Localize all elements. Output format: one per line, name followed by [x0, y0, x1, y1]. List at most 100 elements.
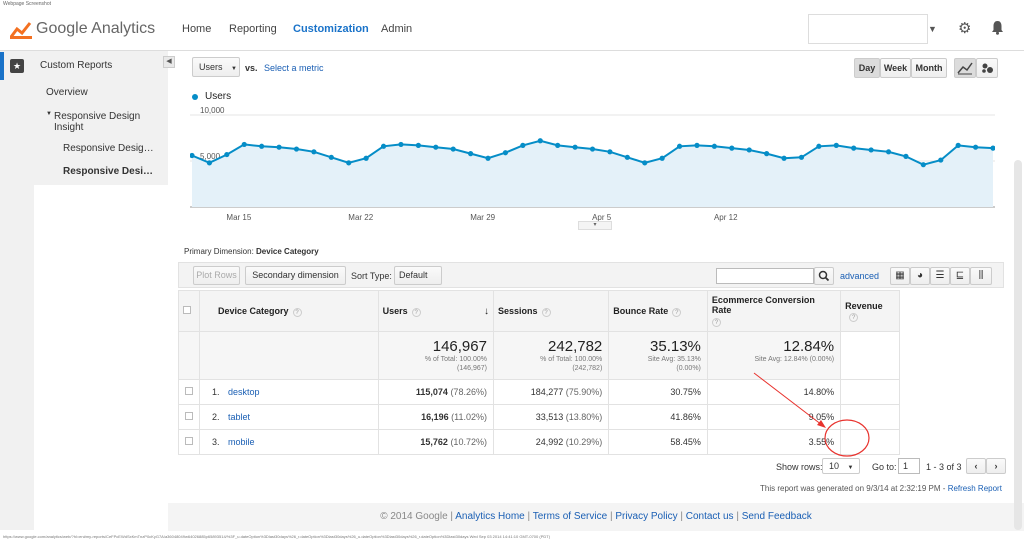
chart-point — [380, 143, 387, 149]
day-button[interactable]: Day — [854, 58, 880, 78]
chart-point — [781, 155, 787, 161]
goto-label: Go to: — [872, 462, 897, 472]
comparison-view-button[interactable]: ⊑ — [950, 267, 970, 285]
percentage-view-button[interactable]: ◕ — [910, 267, 930, 285]
nav-admin[interactable]: Admin — [381, 23, 413, 35]
page-scrollbar[interactable] — [1014, 160, 1022, 530]
rows-per-page-select[interactable]: 10 ▼ — [822, 458, 860, 474]
row-sessions-pct: (75.90%) — [565, 387, 603, 397]
prev-page-button[interactable]: ‹ — [966, 458, 986, 474]
collapse-sidebar-icon[interactable]: ◀ — [163, 56, 175, 68]
chevron-down-icon[interactable]: ▼ — [928, 24, 937, 34]
nav-home[interactable]: Home — [182, 23, 212, 35]
pivot-icon: ⫼ — [978, 270, 984, 281]
performance-view-button[interactable]: ☰ — [930, 267, 950, 285]
secondary-dimension-select[interactable]: Secondary dimension ▼ — [245, 266, 346, 297]
row-sessions: 184,277 (75.90%) — [492, 379, 610, 405]
search-button[interactable] — [814, 267, 834, 285]
sidebar-item-responsive-design-insight[interactable]: Responsive Design Insight — [54, 111, 141, 133]
plot-rows-button[interactable]: Plot Rows — [193, 266, 240, 285]
sidebar-section-custom-reports[interactable]: Custom Reports — [40, 60, 113, 71]
nav-customization[interactable]: Customization — [293, 23, 369, 35]
screenshot-url-caption: https://www.google.com/analytics/web/?hl… — [3, 534, 551, 539]
device-link-desktop[interactable]: desktop — [228, 387, 260, 397]
chart-point — [607, 149, 613, 155]
footer-link-contact[interactable]: Contact us — [685, 511, 734, 522]
sort-type-select[interactable]: Default ▼ — [394, 266, 442, 297]
column-label-users: Users — [382, 305, 408, 316]
chart-point — [363, 155, 369, 161]
next-page-button[interactable]: › — [986, 458, 1006, 474]
month-button[interactable]: Month — [911, 58, 947, 78]
sidebar-item-responsive-design-1[interactable]: Responsive Desig… — [63, 143, 154, 154]
column-header-sessions[interactable]: Sessions? — [492, 290, 610, 332]
help-icon[interactable]: ? — [672, 307, 682, 317]
account-selector[interactable] — [808, 14, 928, 44]
sidebar-item-responsive-design-2[interactable]: Responsive Desi… — [63, 166, 154, 177]
goto-page-input[interactable]: 1 — [898, 458, 920, 474]
column-header-device-category[interactable]: Device Category? — [199, 290, 379, 332]
row-number: 1. — [212, 387, 220, 397]
chart-x-tick-label: Apr 5 — [592, 213, 612, 222]
week-button[interactable]: Week — [880, 58, 911, 78]
help-icon[interactable]: ? — [541, 307, 551, 317]
help-icon[interactable]: ? — [711, 318, 721, 327]
chart-point — [276, 144, 282, 150]
select-metric-link[interactable]: Select a metric — [264, 63, 324, 73]
row-users: 115,074 (78.26%) — [377, 379, 494, 405]
footer-link-feedback[interactable]: Send Feedback — [741, 511, 812, 522]
metric-select[interactable]: Users ▼ — [192, 57, 240, 77]
row-sessions-value: 33,513 — [535, 412, 564, 422]
pivot-view-button[interactable]: ⫼ — [970, 267, 992, 285]
gear-icon[interactable]: ⚙ — [958, 20, 972, 37]
sort-type-label: Sort Type: — [351, 271, 392, 281]
star-icon: ★ — [10, 59, 24, 73]
help-icon[interactable]: ? — [849, 312, 859, 322]
primary-dimension-label: Primary Dimension: Device Category — [184, 247, 319, 256]
chart-y-tick-label: 10,000 — [200, 106, 225, 115]
column-header-users[interactable]: Users? ↓ — [377, 290, 494, 332]
column-label-ecommerce-conversion-rate: Ecommerce Conversion Rate — [711, 295, 815, 315]
expand-triangle-icon[interactable]: ▼ — [46, 111, 52, 117]
footer-link-analytics-home[interactable]: Analytics Home — [455, 511, 525, 522]
refresh-report-link[interactable]: Refresh Report — [947, 484, 1002, 493]
column-label-bounce-rate: Bounce Rate — [613, 305, 669, 316]
chart-point — [589, 146, 596, 152]
help-icon[interactable]: ? — [292, 307, 302, 317]
footer-link-privacy[interactable]: Privacy Policy — [615, 511, 678, 522]
chart-point — [955, 142, 961, 148]
screenshot-caption: Webpage Screenshot — [3, 1, 51, 7]
nav-reporting[interactable]: Reporting — [229, 23, 277, 35]
line-chart-toggle[interactable] — [954, 58, 976, 78]
column-header-ecommerce-conversion-rate[interactable]: Ecommerce Conversion Rate? — [706, 290, 842, 332]
device-link-mobile[interactable]: mobile — [228, 437, 255, 447]
sidebar-item-overview[interactable]: Overview — [46, 87, 88, 98]
row-checkbox[interactable] — [185, 437, 193, 445]
row-sessions-value: 184,277 — [530, 387, 564, 397]
row-conversion-rate: 14.80% — [706, 379, 842, 405]
totals-label-cell — [199, 331, 379, 380]
device-link-tablet[interactable]: tablet — [228, 412, 251, 422]
report-generated-note: This report was generated on 9/3/14 at 2… — [760, 484, 1002, 493]
column-header-revenue[interactable]: Revenue? — [840, 290, 900, 332]
motion-chart-toggle[interactable] — [976, 58, 998, 78]
row-checkbox[interactable] — [185, 412, 193, 420]
compare-icon: ⊑ — [955, 270, 965, 281]
chart-point — [555, 142, 561, 148]
totals-conv-sub1: Site Avg: 12.84% (0.00%) — [754, 356, 835, 363]
table-view-button[interactable]: ▦ — [890, 267, 910, 285]
select-all-checkbox[interactable] — [183, 306, 191, 314]
advanced-link[interactable]: advanced — [840, 271, 880, 281]
row-checkbox[interactable] — [185, 387, 193, 395]
totals-bounce-value: 35.13% — [650, 338, 701, 355]
bell-icon[interactable] — [991, 20, 1004, 35]
help-icon[interactable]: ? — [411, 307, 421, 317]
totals-users-sub1: % of Total: 100.00% — [424, 356, 487, 363]
chart-resize-handle[interactable]: ▾ — [578, 221, 612, 230]
footer-link-terms[interactable]: Terms of Service — [532, 511, 608, 522]
table-search-input[interactable] — [716, 268, 814, 284]
totals-bounce-sub2: (0.00%) — [676, 365, 701, 372]
chart-point — [398, 141, 404, 148]
column-header-bounce-rate[interactable]: Bounce Rate? — [608, 290, 708, 332]
primary-dimension-value[interactable]: Device Category — [256, 247, 319, 256]
